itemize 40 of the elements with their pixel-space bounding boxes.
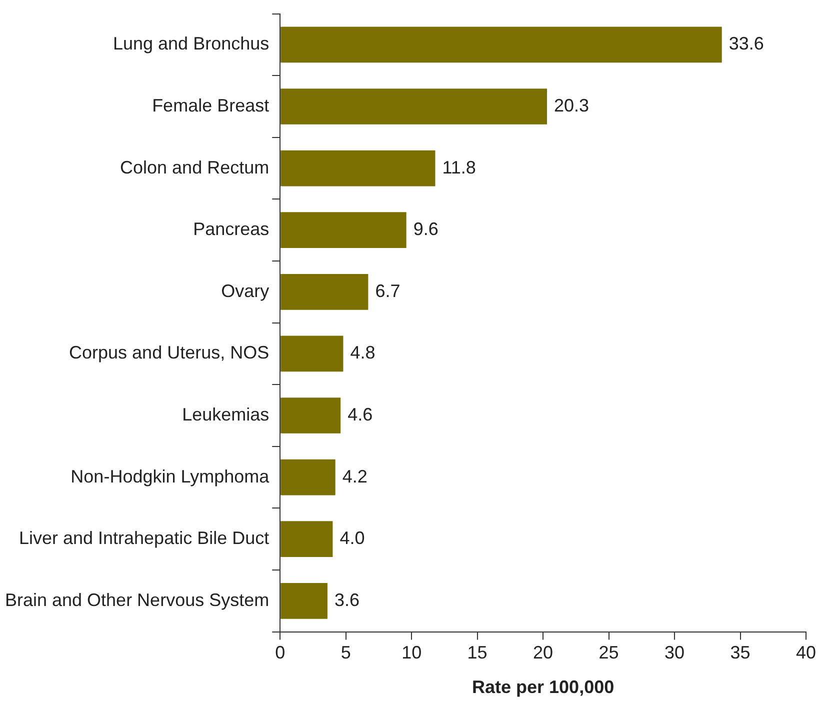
bar — [280, 521, 333, 558]
x-tick-label: 30 — [664, 642, 685, 663]
y-tick-label: Pancreas — [193, 219, 270, 240]
y-tick-label: Lung and Bronchus — [112, 34, 270, 54]
data-label: 4.6 — [348, 404, 373, 424]
data-label: 9.6 — [413, 219, 438, 240]
bar — [280, 150, 436, 186]
bar — [280, 582, 328, 619]
bar — [280, 88, 547, 124]
x-tick-label: 0 — [275, 642, 286, 663]
bar — [280, 274, 368, 310]
y-tick-label: Ovary — [221, 280, 270, 301]
bar — [280, 398, 341, 434]
x-tick-label: 25 — [598, 642, 619, 663]
x-tick-label: 10 — [402, 642, 422, 663]
data-label: 6.7 — [375, 280, 400, 301]
x-tick-label: 20 — [533, 642, 554, 663]
x-tick-label: 15 — [467, 642, 488, 663]
y-tick-label: Leukemias — [182, 404, 270, 424]
bar — [280, 26, 722, 63]
y-tick-label: Corpus and Uterus, NOS — [69, 342, 270, 363]
data-label: 20.3 — [554, 95, 590, 116]
data-label: 4.2 — [342, 466, 368, 486]
y-tick-label: Female Breast — [152, 95, 270, 116]
x-tick-label: 5 — [340, 642, 351, 663]
data-label: 4.0 — [340, 528, 365, 548]
x-axis-title: Rate per 100,000 — [472, 677, 614, 698]
data-label: 11.8 — [442, 157, 476, 178]
bar — [280, 336, 344, 372]
x-tick-label: 40 — [796, 642, 816, 663]
y-tick-label: Brain and Other Nervous System — [4, 590, 270, 610]
bar — [280, 459, 336, 496]
data-label: 4.8 — [350, 342, 376, 363]
data-label: 33.6 — [728, 34, 764, 54]
bar — [280, 212, 406, 248]
y-tick-label: Liver and Intrahepatic Bile Duct — [18, 528, 270, 548]
x-tick-label: 35 — [730, 642, 750, 663]
y-tick-label: Colon and Rectum — [120, 157, 270, 178]
data-label: 3.6 — [334, 590, 360, 610]
y-tick-label: Non-Hodgkin Lymphoma — [70, 466, 270, 486]
